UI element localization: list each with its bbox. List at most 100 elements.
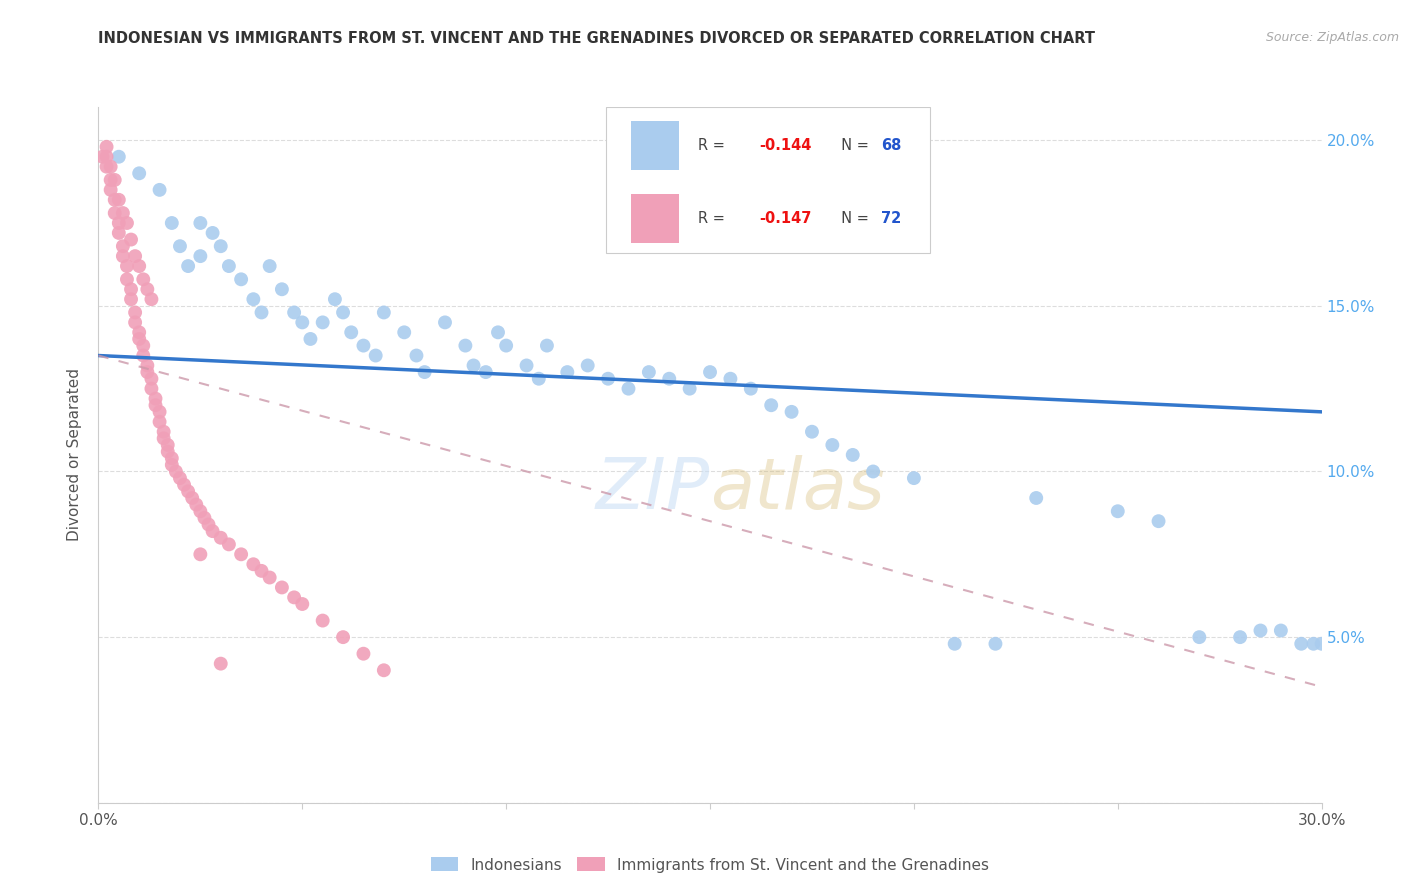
Point: [209, 657, 232, 671]
Point: [1270, 624, 1292, 638]
Point: [201, 226, 224, 240]
Point: [96, 140, 118, 154]
Point: [720, 372, 742, 386]
Point: [1147, 514, 1170, 528]
Point: [392, 326, 416, 340]
Point: [291, 597, 314, 611]
Point: [1025, 491, 1047, 505]
Point: [128, 332, 150, 346]
Text: Source: ZipAtlas.com: Source: ZipAtlas.com: [1265, 31, 1399, 45]
FancyBboxPatch shape: [630, 194, 679, 243]
Point: [740, 382, 762, 396]
Point: [132, 272, 155, 286]
Point: [323, 292, 346, 306]
Point: [141, 292, 163, 306]
Point: [209, 239, 232, 253]
Point: [536, 338, 558, 352]
Point: [576, 359, 599, 373]
Point: [111, 206, 134, 220]
Point: [104, 193, 127, 207]
Point: [250, 564, 273, 578]
Point: [242, 558, 264, 572]
Point: [283, 591, 305, 605]
Point: [801, 425, 824, 439]
Point: [1229, 630, 1251, 644]
Point: [943, 637, 966, 651]
Point: [152, 431, 174, 445]
Point: [132, 338, 155, 352]
Point: [115, 272, 138, 286]
Point: [413, 365, 436, 379]
Point: [173, 477, 195, 491]
Text: N =: N =: [832, 211, 875, 226]
Y-axis label: Divorced or Separated: Divorced or Separated: [67, 368, 83, 541]
Point: [177, 484, 200, 499]
Point: [209, 531, 232, 545]
Point: [145, 392, 167, 406]
Point: [188, 504, 212, 518]
Point: [821, 438, 844, 452]
Point: [136, 359, 159, 373]
Point: [169, 239, 191, 253]
Point: [149, 183, 172, 197]
Text: -0.147: -0.147: [759, 211, 811, 226]
Point: [463, 359, 485, 373]
Point: [373, 305, 395, 319]
Point: [165, 465, 187, 479]
Point: [352, 338, 374, 352]
Point: [1107, 504, 1129, 518]
Point: [841, 448, 863, 462]
Text: R =: R =: [697, 137, 730, 153]
Point: [124, 315, 146, 329]
Point: [111, 239, 134, 253]
Point: [270, 282, 294, 296]
Point: [124, 305, 146, 319]
Point: [340, 326, 363, 340]
Point: [259, 259, 281, 273]
Point: [373, 663, 395, 677]
Point: [160, 216, 183, 230]
Point: [160, 451, 183, 466]
Point: [1302, 637, 1324, 651]
Point: [120, 292, 142, 306]
Point: [291, 315, 314, 329]
Point: [270, 581, 294, 595]
Point: [474, 365, 498, 379]
Point: [115, 216, 138, 230]
Point: [100, 183, 122, 197]
Text: INDONESIAN VS IMMIGRANTS FROM ST. VINCENT AND THE GRENADINES DIVORCED OR SEPARAT: INDONESIAN VS IMMIGRANTS FROM ST. VINCEN…: [98, 31, 1095, 46]
Point: [104, 173, 127, 187]
Point: [259, 570, 281, 584]
Point: [169, 471, 191, 485]
Point: [679, 382, 702, 396]
Text: R =: R =: [697, 211, 730, 226]
Point: [454, 338, 477, 352]
Text: 68: 68: [882, 137, 901, 153]
Point: [149, 405, 172, 419]
Point: [1331, 637, 1354, 651]
Point: [903, 471, 925, 485]
Point: [177, 259, 200, 273]
Point: [201, 524, 224, 538]
Point: [984, 637, 1007, 651]
Point: [312, 315, 335, 329]
Text: ZIP: ZIP: [596, 455, 710, 524]
Point: [250, 305, 273, 319]
Point: [149, 415, 172, 429]
Point: [242, 292, 264, 306]
Point: [188, 547, 212, 561]
Point: [231, 547, 253, 561]
Text: atlas: atlas: [710, 455, 884, 524]
Point: [495, 338, 517, 352]
Point: [96, 150, 118, 164]
Point: [1291, 637, 1313, 651]
Point: [186, 498, 208, 512]
Point: [332, 305, 354, 319]
Point: [108, 193, 131, 207]
Point: [364, 349, 387, 363]
Point: [193, 511, 215, 525]
Point: [124, 249, 146, 263]
Point: [104, 206, 127, 220]
Point: [160, 458, 183, 472]
Point: [598, 372, 620, 386]
